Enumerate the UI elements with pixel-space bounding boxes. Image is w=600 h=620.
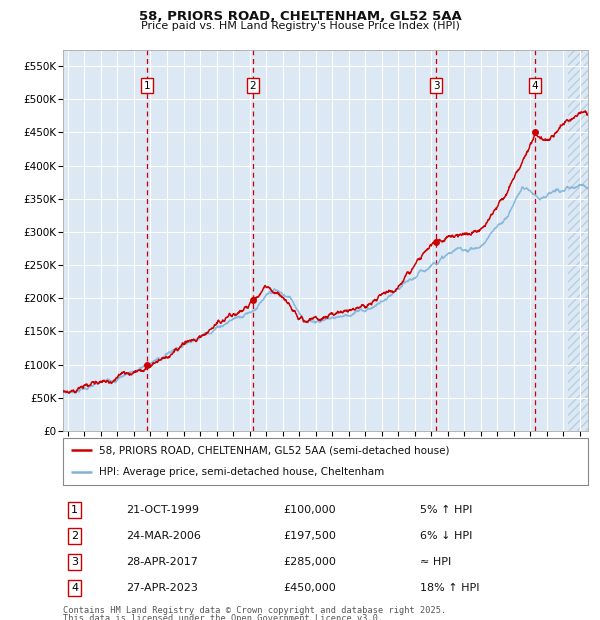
- Text: 4: 4: [532, 81, 538, 91]
- Text: 6% ↓ HPI: 6% ↓ HPI: [420, 531, 472, 541]
- Text: 58, PRIORS ROAD, CHELTENHAM, GL52 5AA (semi-detached house): 58, PRIORS ROAD, CHELTENHAM, GL52 5AA (s…: [98, 445, 449, 456]
- Text: 2: 2: [250, 81, 256, 91]
- Text: 24-MAR-2006: 24-MAR-2006: [126, 531, 201, 541]
- Text: £100,000: £100,000: [284, 505, 336, 515]
- Text: 21-OCT-1999: 21-OCT-1999: [126, 505, 199, 515]
- Text: 1: 1: [144, 81, 151, 91]
- Text: £285,000: £285,000: [284, 557, 337, 567]
- Text: 4: 4: [71, 583, 78, 593]
- Text: 58, PRIORS ROAD, CHELTENHAM, GL52 5AA: 58, PRIORS ROAD, CHELTENHAM, GL52 5AA: [139, 10, 461, 23]
- Text: 18% ↑ HPI: 18% ↑ HPI: [420, 583, 479, 593]
- Text: ≈ HPI: ≈ HPI: [420, 557, 451, 567]
- Text: 2: 2: [71, 531, 78, 541]
- Text: 3: 3: [71, 557, 78, 567]
- Polygon shape: [568, 50, 588, 431]
- Text: 27-APR-2023: 27-APR-2023: [126, 583, 198, 593]
- Text: This data is licensed under the Open Government Licence v3.0.: This data is licensed under the Open Gov…: [63, 614, 383, 620]
- Text: Contains HM Land Registry data © Crown copyright and database right 2025.: Contains HM Land Registry data © Crown c…: [63, 606, 446, 616]
- Text: £197,500: £197,500: [284, 531, 337, 541]
- Text: 5% ↑ HPI: 5% ↑ HPI: [420, 505, 472, 515]
- Text: 1: 1: [71, 505, 78, 515]
- Text: HPI: Average price, semi-detached house, Cheltenham: HPI: Average price, semi-detached house,…: [98, 467, 384, 477]
- Text: 3: 3: [433, 81, 439, 91]
- Text: 28-APR-2017: 28-APR-2017: [126, 557, 198, 567]
- Text: £450,000: £450,000: [284, 583, 336, 593]
- Text: Price paid vs. HM Land Registry's House Price Index (HPI): Price paid vs. HM Land Registry's House …: [140, 21, 460, 31]
